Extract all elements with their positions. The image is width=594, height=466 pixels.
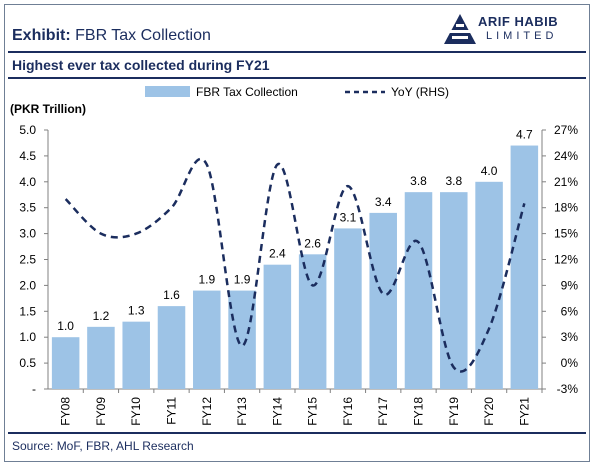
exhibit-prefix: Exhibit: xyxy=(12,27,71,44)
bar-data-label: 1.3 xyxy=(128,304,145,318)
legend-bar-swatch xyxy=(145,86,190,97)
x-category-label: FY21 xyxy=(517,397,531,426)
logo-line1: ARIF HABIB xyxy=(478,14,559,29)
bar-fy19 xyxy=(440,192,468,389)
right-tick-label: 6% xyxy=(561,304,579,318)
bar-fy17 xyxy=(369,212,397,389)
bar-data-label: 2.4 xyxy=(269,247,286,261)
exhibit-frame xyxy=(4,4,590,462)
right-tick-label: 0% xyxy=(561,356,579,370)
bar-data-label: 2.6 xyxy=(304,236,321,250)
x-category-label: FY19 xyxy=(447,397,461,426)
title-divider-top xyxy=(8,51,586,53)
bar-data-label: 1.9 xyxy=(234,273,251,287)
bar-data-label: 3.4 xyxy=(375,195,392,209)
left-tick-label: 2.0 xyxy=(19,278,36,292)
bar-data-label: 4.0 xyxy=(481,164,498,178)
x-category-label: FY18 xyxy=(412,397,426,426)
bar-data-label: 3.8 xyxy=(445,174,462,188)
x-category-label: FY09 xyxy=(94,397,108,426)
bar-fy09 xyxy=(87,326,115,389)
left-tick-label: 4.0 xyxy=(19,175,36,189)
left-tick-label: 0.5 xyxy=(19,356,36,370)
x-category-label: FY12 xyxy=(200,397,214,426)
arif-habib-logo xyxy=(442,12,584,46)
bar-fy11 xyxy=(157,306,186,389)
x-category-label: FY13 xyxy=(235,397,249,426)
logo-mark-icon xyxy=(444,14,476,44)
bar-fy08 xyxy=(51,337,80,389)
plot-area: - 0.5 1.0 1.5 2.0 2.5 3.0 3.5 4.0 4.5 5.0 -3% 0% 3% 6%… xyxy=(19,123,578,426)
right-tick-label: 24% xyxy=(554,149,578,163)
source-note: Source: MoF, FBR, AHL Research xyxy=(12,439,194,453)
source-divider xyxy=(8,432,586,434)
right-tick-label: 18% xyxy=(554,201,578,215)
bar-fy12 xyxy=(193,290,221,389)
left-tick-label: 4.5 xyxy=(19,149,36,163)
yoy-series-line xyxy=(64,157,526,373)
exhibit-title-text: FBR Tax Collection xyxy=(75,27,211,44)
left-tick-label: 2.5 xyxy=(19,253,36,267)
right-tick-label: 12% xyxy=(554,253,578,267)
exhibit-title: Exhibit: FBR Tax Collection xyxy=(12,27,211,45)
bar-fy16 xyxy=(334,228,362,389)
bar-fy21 xyxy=(510,145,539,389)
bar-data-label: 1.6 xyxy=(163,288,180,302)
left-tick-label: 1.0 xyxy=(19,330,36,344)
left-tick-label: 3.0 xyxy=(19,227,36,241)
bar-data-label: 3.1 xyxy=(340,210,357,224)
bar-fy14 xyxy=(263,264,292,389)
left-tick-label: 5.0 xyxy=(19,123,36,137)
bar-data-label: 1.9 xyxy=(198,273,215,287)
bar-data-label: 1.0 xyxy=(57,319,74,333)
x-category-label: FY15 xyxy=(306,397,320,426)
title-divider-bottom xyxy=(8,77,586,79)
logo-line2: LIMITED xyxy=(486,30,558,42)
x-category-label: FY16 xyxy=(341,397,355,426)
right-tick-label: 21% xyxy=(554,175,578,189)
legend-line-label: YoY (RHS) xyxy=(391,85,449,99)
legend-bar-label: FBR Tax Collection xyxy=(196,85,298,99)
x-category-label: FY14 xyxy=(270,397,284,426)
x-category-label: FY08 xyxy=(59,397,73,426)
bar-fy10 xyxy=(122,321,150,389)
bar-data-label: 1.2 xyxy=(93,309,110,323)
bar-fy15 xyxy=(298,254,327,389)
y-axis-unit-label: (PKR Trillion) xyxy=(10,102,86,116)
x-category-label: FY11 xyxy=(165,397,179,425)
right-tick-label: 3% xyxy=(561,330,579,344)
bar-data-label: 4.7 xyxy=(516,128,533,142)
bar-data-label: 3.8 xyxy=(410,174,427,188)
x-category-label: FY10 xyxy=(129,397,143,426)
bar-fy18 xyxy=(404,192,433,389)
left-tick-label: - xyxy=(32,382,36,396)
right-tick-label: -3% xyxy=(557,382,579,396)
right-tick-label: 27% xyxy=(554,123,578,137)
right-tick-label: 9% xyxy=(561,278,579,292)
right-tick-label: 15% xyxy=(554,227,578,241)
bar-fy20 xyxy=(475,181,503,389)
x-category-label: FY20 xyxy=(482,397,496,426)
chart-subtitle: Highest ever tax collected during FY21 xyxy=(12,57,270,73)
x-category-label: FY17 xyxy=(376,397,390,426)
bar-fy13 xyxy=(228,290,256,389)
left-tick-label: 3.5 xyxy=(19,201,36,215)
left-tick-label: 1.5 xyxy=(19,304,36,318)
chart-legend: FBR Tax Collection YoY (RHS) xyxy=(145,85,449,99)
